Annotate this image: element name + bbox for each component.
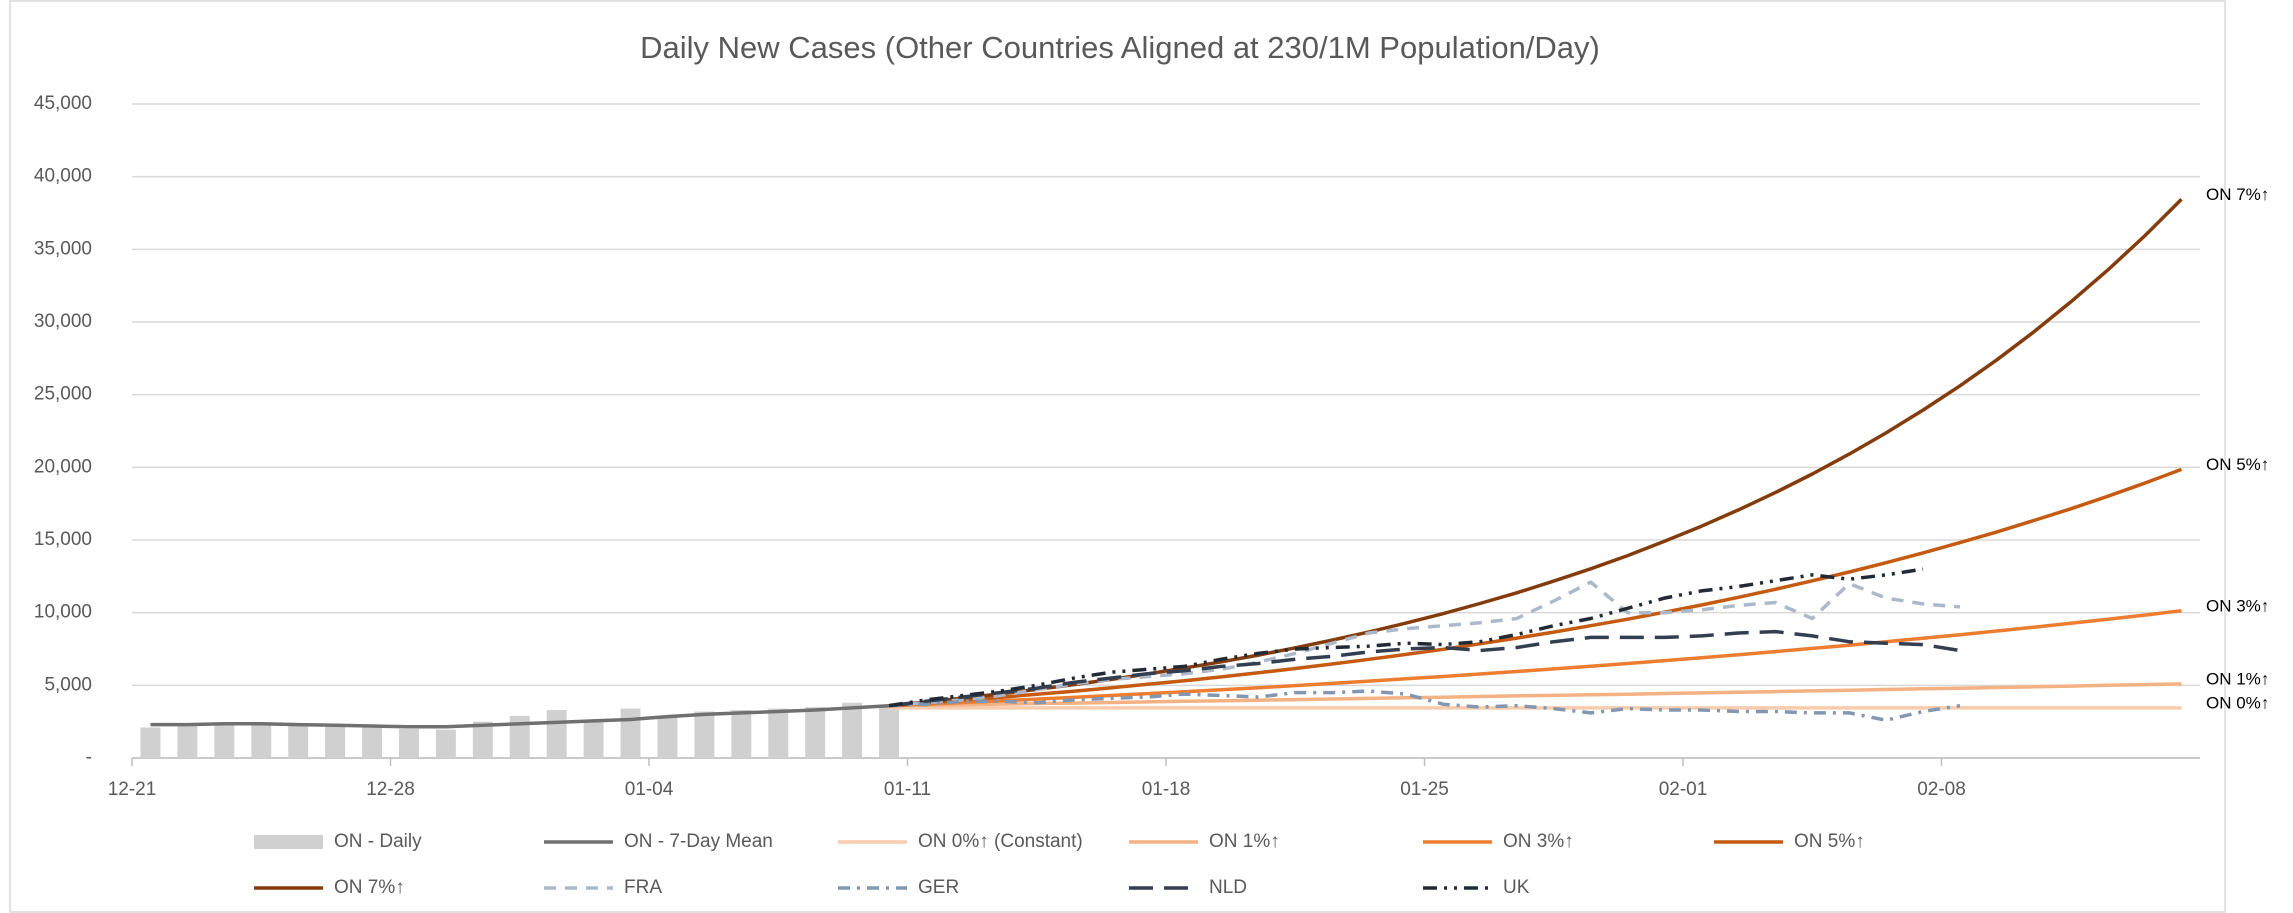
x-tick-label: 02-08 <box>1917 779 1966 800</box>
legend-label: ON - Daily <box>334 831 422 852</box>
y-tick-label: 10,000 <box>34 602 92 623</box>
series-line <box>888 467 2183 708</box>
bar <box>694 711 715 758</box>
bar <box>472 721 493 758</box>
bar <box>398 728 419 758</box>
y-tick-label: 35,000 <box>34 238 92 259</box>
y-tick-label: 30,000 <box>34 311 92 332</box>
bar <box>509 715 530 758</box>
bar <box>177 726 198 758</box>
legend-label: ON 1%↑ <box>1209 831 1280 852</box>
bar <box>546 710 567 758</box>
y-tick-label: 25,000 <box>34 384 92 405</box>
bar <box>325 726 346 758</box>
x-tick-label: 01-11 <box>884 779 931 800</box>
end-label: ON 5%↑ <box>2206 455 2269 474</box>
y-tick-label: 20,000 <box>34 456 92 477</box>
bar <box>362 727 383 758</box>
series-line <box>888 629 1961 708</box>
bar <box>435 729 456 758</box>
end-label: ON 1%↑ <box>2206 669 2269 688</box>
series-line <box>150 703 890 729</box>
series-line <box>888 567 1924 708</box>
bar <box>214 724 235 758</box>
bar <box>657 715 678 758</box>
end-label: ON 7%↑ <box>2206 185 2269 204</box>
legend-swatch <box>254 835 323 849</box>
bar <box>288 724 309 758</box>
y-tick-label: 40,000 <box>34 166 92 187</box>
legend-label: UK <box>1503 877 1530 898</box>
bar <box>731 710 752 758</box>
legend-label: FRA <box>624 877 662 898</box>
bar <box>140 727 161 758</box>
chart-title: Daily New Cases (Other Countries Aligned… <box>640 30 1600 65</box>
bar <box>768 708 789 758</box>
x-tick-label: 12-28 <box>366 779 415 800</box>
y-tick-label: - <box>86 747 92 768</box>
legend-label: GER <box>918 877 959 898</box>
bar <box>251 724 272 758</box>
legend-label: ON 0%↑ (Constant) <box>918 831 1083 852</box>
x-tick-label: 12-21 <box>108 779 157 800</box>
x-tick-label: 02-01 <box>1659 779 1708 800</box>
bar <box>805 707 826 758</box>
series-line <box>888 609 2182 708</box>
legend-label: NLD <box>1209 877 1247 898</box>
x-tick-label: 01-18 <box>1142 779 1191 800</box>
legend-label: ON 7%↑ <box>334 877 405 898</box>
bar <box>620 708 641 758</box>
y-tick-label: 15,000 <box>34 529 92 550</box>
end-label: ON 0%↑ <box>2206 693 2269 712</box>
bar <box>879 705 900 758</box>
bar <box>583 721 604 758</box>
legend-label: ON - 7-Day Mean <box>624 831 773 852</box>
series-line <box>888 689 1961 722</box>
x-tick-label: 01-04 <box>625 779 674 800</box>
legend-label: ON 3%↑ <box>1503 831 1574 852</box>
x-tick-label: 01-25 <box>1400 779 1449 800</box>
bar <box>842 702 863 758</box>
y-tick-label: 5,000 <box>44 674 92 695</box>
series-line <box>888 682 2182 708</box>
y-tick-label: 45,000 <box>34 93 92 114</box>
chart-frame <box>9 0 2226 913</box>
legend-label: ON 5%↑ <box>1794 831 1865 852</box>
end-label: ON 3%↑ <box>2206 596 2269 615</box>
